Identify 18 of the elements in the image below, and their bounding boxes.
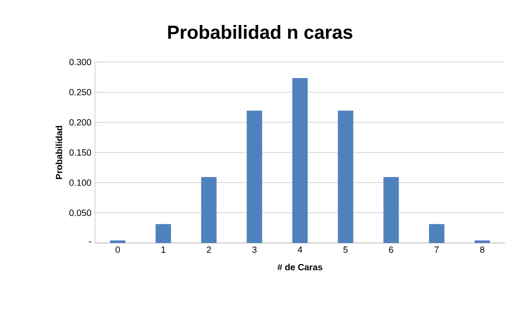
y-tick-label: 0.100 <box>69 179 92 186</box>
y-tick-label: 0.250 <box>69 88 92 96</box>
y-tick-label: 0.300 <box>69 58 92 66</box>
x-tick-label: 1 <box>162 246 166 253</box>
x-tick-label: 2 <box>206 246 211 253</box>
x-tick-label: 3 <box>252 246 257 253</box>
x-axis-title: # de Caras <box>277 264 322 270</box>
x-tick-label: 5 <box>343 246 348 253</box>
y-axis-title: Probabilidad <box>56 126 62 180</box>
y-tick-label: 0.150 <box>69 149 92 156</box>
y-tick-label: 0.050 <box>69 210 92 216</box>
x-tick-label: 0 <box>116 246 120 253</box>
x-tick-label: 8 <box>480 246 484 253</box>
y-tick-label: 0.200 <box>69 119 92 126</box>
x-tick-label: 7 <box>434 246 439 253</box>
x-tick-label: 6 <box>389 246 394 253</box>
x-tick-label: 4 <box>298 246 302 253</box>
chart-title: Probabilidad n caras <box>168 25 352 39</box>
